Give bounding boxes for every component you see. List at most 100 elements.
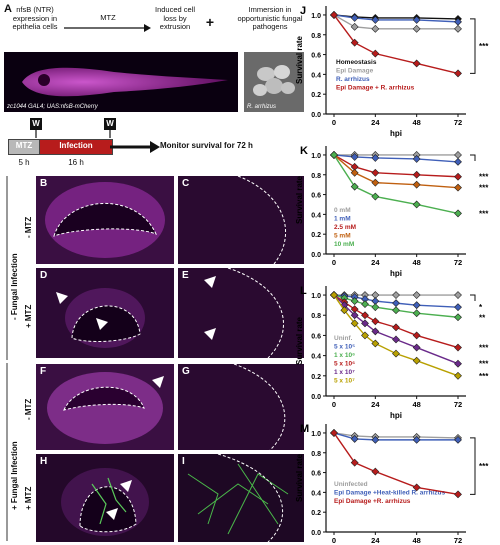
y-axis-label: Survival rate [295,453,304,502]
x-tick-label: 72 [454,400,462,409]
data-point [350,319,359,328]
data-point [361,319,369,328]
y-tick-label: 0.0 [311,112,321,119]
timeline-ticks [35,130,111,138]
legend-entry: 5 mM [334,233,351,240]
x-tick-label: 72 [454,258,462,267]
data-point [350,22,359,31]
data-point [454,359,462,368]
data-point [330,291,338,299]
data-point [340,306,349,315]
data-point [412,356,421,365]
data-point [371,327,380,336]
data-point [330,429,338,437]
data-point [361,300,369,309]
data-point [330,151,338,159]
data-point [454,303,462,312]
y-axis-label: Survival rate [295,316,304,365]
y-tick-label: 0.8 [311,313,321,320]
y-tick-label: 0.2 [311,374,321,381]
immersion-text: Immersion in opportunistic fungal pathog… [237,5,303,31]
micrograph-e: E [178,268,304,358]
y-tick-label: 0.2 [311,92,321,99]
fish-caption: zc1044 GAL4; UAS:nfsB-mCherry [7,104,98,110]
group-divider-top [6,176,8,360]
legend-entry: 1 mM [334,216,351,223]
data-point [412,291,421,299]
data-point [371,178,380,187]
arrow-to-induced [64,24,151,32]
fungus-image: R. arrhizus [244,52,304,112]
x-axis-label: hpi [390,129,402,138]
data-point [371,192,380,201]
y-tick-label: 0.6 [311,193,321,200]
y-tick-label: 0.2 [311,232,321,239]
x-tick-label: 24 [371,118,380,127]
data-point [392,291,400,299]
x-tick-label: 0 [332,118,336,127]
micrograph-h: H [36,454,174,542]
legend-entry: 1 x 10⁷ [334,369,355,376]
data-point [412,483,421,492]
data-point [371,24,380,33]
y-tick-label: 1.0 [311,293,321,300]
legend-entry: Homeostasis [336,59,377,66]
data-point [454,291,462,299]
legend-entry: 1 x 10⁶ [334,352,355,359]
timeline-infection-label: Infection [59,141,93,150]
data-point [371,467,380,476]
y-tick-label: 0.0 [311,530,321,537]
data-point [454,343,462,352]
data-point [350,38,359,47]
x-tick-label: 48 [412,400,420,409]
significance-stars: *** [479,372,489,381]
x-tick-label: 48 [412,118,420,127]
legend-entry: R. arrhizus [336,76,370,83]
timeline-arrow [110,141,160,153]
chart-letter-m: M [300,423,309,435]
legend-entry: 5 x 10⁷ [334,378,355,385]
panel-a-letter: A [4,3,12,15]
y-tick-label: 1.0 [311,153,321,160]
y-tick-label: 0.4 [311,490,321,497]
micrograph-f-letter: F [40,366,47,377]
data-point [454,17,462,26]
data-point [454,313,462,322]
y-axis-label: Survival rate [295,175,304,224]
data-point [330,11,338,19]
fungus-caption: R. arrhizus [247,104,277,110]
significance-bracket [470,437,476,495]
data-point [371,303,380,312]
significance-stars: *** [479,184,489,193]
group-divider-bottom [6,363,8,541]
micrograph-h-letter: H [40,456,48,467]
x-tick-label: 0 [332,400,336,409]
data-point [392,299,400,308]
data-point [412,154,421,163]
x-tick-label: 24 [371,400,380,409]
micrograph-g: G [178,364,304,450]
x-tick-label: 72 [454,118,462,127]
data-point [361,311,369,320]
micrograph-c: C [178,176,304,264]
data-point [454,151,462,159]
y-tick-label: 1.0 [311,13,321,20]
micrograph-d: D [36,268,174,358]
data-point [454,371,462,380]
micrograph-i-letter: I [182,456,185,467]
data-point [350,13,359,22]
significance-stars: *** [479,42,489,51]
y-tick-label: 0.4 [311,72,321,79]
data-point [412,331,421,340]
data-point [454,209,462,218]
data-point [371,49,380,58]
legend-entry: Epi Damage +R. arrhizus [334,498,411,505]
x-tick-label: 48 [412,258,420,267]
x-tick-label: 0 [332,258,336,267]
data-point [350,153,359,161]
data-point [412,170,421,179]
significance-stars: *** [479,462,489,471]
y-tick-label: 0.2 [311,510,321,517]
y-tick-label: 0.6 [311,333,321,340]
data-point [454,24,462,33]
